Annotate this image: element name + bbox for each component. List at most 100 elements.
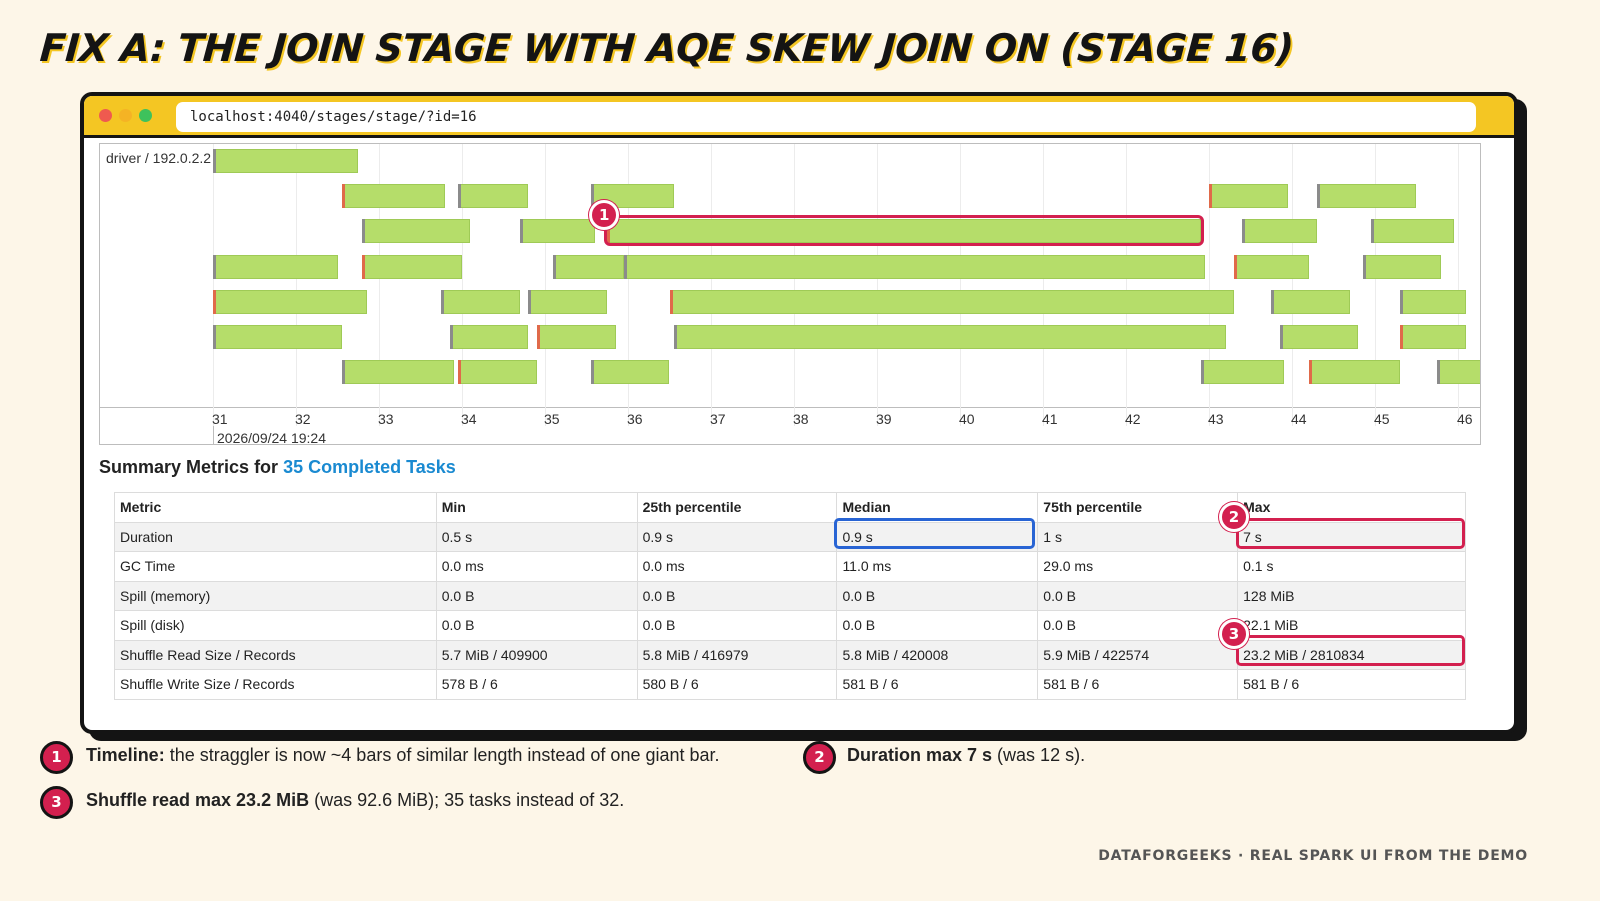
timeline-gridline	[794, 144, 795, 426]
task-bar[interactable]	[1233, 255, 1309, 279]
metric-value-cell: 581 B / 6	[1037, 669, 1239, 700]
task-bar[interactable]	[553, 255, 624, 279]
task-bar[interactable]	[449, 325, 529, 349]
task-bar[interactable]	[528, 290, 608, 314]
task-bar[interactable]	[536, 325, 616, 349]
table-row: Shuffle Write Size / Records 578 B / 6 580…	[114, 669, 1466, 700]
callout-marker-1: 1	[589, 200, 620, 230]
metric-value-cell: 578 B / 6	[435, 669, 638, 700]
task-bar[interactable]	[520, 219, 595, 243]
task-bar[interactable]	[1370, 219, 1454, 243]
task-bar[interactable]	[1399, 325, 1467, 349]
task-bar[interactable]	[1399, 290, 1467, 314]
metric-value-cell: 0.0 ms	[636, 551, 838, 582]
completed-tasks-link[interactable]: 35 Completed Tasks	[283, 457, 456, 477]
note-body: (was 92.6 MiB); 35 tasks instead of 32.	[309, 790, 625, 810]
note-text-1: Timeline: the straggler is now ~4 bars o…	[86, 744, 720, 766]
task-bar[interactable]	[590, 360, 670, 384]
metric-name-cell: Shuffle Write Size / Records	[114, 669, 437, 700]
metric-value-cell: 0.0 B	[636, 610, 838, 641]
timeline-gridline	[1458, 144, 1459, 426]
timeline-gridline	[628, 144, 629, 426]
metric-value-cell: 5.7 MiB / 409900	[435, 639, 638, 670]
task-bar[interactable]	[1308, 360, 1400, 384]
metric-value-cell: 581 B / 6	[836, 669, 1039, 700]
median-duration-highlight	[834, 518, 1035, 549]
timeline-gridline	[960, 144, 961, 426]
summary-heading: Summary Metrics for 35 Completed Tasks	[99, 457, 456, 478]
timeline-tick-label: 45	[1374, 411, 1390, 427]
timeline-tick-label: 33	[378, 411, 394, 427]
timeline-tick-label: 32	[295, 411, 311, 427]
timeline-gridline	[1375, 144, 1376, 426]
note-marker-2: 2	[803, 741, 836, 774]
task-bar[interactable]	[1437, 360, 1480, 384]
metric-value-cell: 5.8 MiB / 416979	[636, 639, 838, 670]
task-bar[interactable]	[1362, 255, 1442, 279]
timeline-gridline	[1209, 144, 1210, 426]
task-bar[interactable]	[623, 255, 1205, 279]
task-bar[interactable]	[1242, 219, 1317, 243]
maximize-window-icon[interactable]	[139, 109, 152, 122]
task-bar[interactable]	[341, 360, 454, 384]
task-bar[interactable]	[341, 184, 446, 208]
task-bar[interactable]	[362, 219, 471, 243]
timeline-gridline	[1126, 144, 1127, 426]
browser-window: localhost:4040/stages/stage/?id=16 drive…	[80, 92, 1518, 734]
column-header[interactable]: Min	[435, 492, 638, 523]
timeline-tick-label: 37	[710, 411, 726, 427]
table-row: GC Time 0.0 ms 0.0 ms 11.0 ms 29.0 ms 0.1 s	[114, 551, 1466, 582]
timeline-gridline	[1043, 144, 1044, 426]
metric-value-cell: 0.1 s	[1237, 551, 1466, 582]
timeline-tick-label: 41	[1042, 411, 1058, 427]
metric-value-cell: 0.0 B	[435, 580, 638, 611]
task-bar[interactable]	[213, 325, 342, 349]
max-shuffle-read-highlight	[1236, 635, 1465, 666]
metric-name-cell: GC Time	[114, 551, 437, 582]
task-bar[interactable]	[213, 255, 338, 279]
timeline-gridline	[213, 144, 214, 426]
table-row: Spill (disk) 0.0 B 0.0 B 0.0 B 0.0 B 22.1 MiB	[114, 610, 1466, 641]
summary-heading-text: Summary Metrics for	[99, 457, 284, 477]
column-header[interactable]: Median	[836, 492, 1039, 523]
task-bar[interactable]	[457, 184, 529, 208]
timeline-tick-label: 38	[793, 411, 809, 427]
column-header[interactable]: 25th percentile	[636, 492, 838, 523]
metric-value-cell: 0.0 B	[435, 610, 638, 641]
metric-value-cell: 1 s	[1037, 521, 1239, 552]
task-bar[interactable]	[1316, 184, 1417, 208]
metric-value-cell: 0.9 s	[636, 521, 838, 552]
task-bar[interactable]	[1200, 360, 1284, 384]
close-window-icon[interactable]	[99, 109, 112, 122]
metric-value-cell: 0.0 ms	[435, 551, 638, 582]
metric-value-cell: 11.0 ms	[836, 551, 1039, 582]
note-marker-1: 1	[40, 741, 73, 774]
page-title: FIX A: THE JOIN STAGE WITH AQE SKEW JOIN…	[38, 26, 1295, 70]
task-bar[interactable]	[213, 149, 359, 173]
task-bar[interactable]	[669, 290, 1234, 314]
minimize-window-icon[interactable]	[119, 109, 132, 122]
column-header[interactable]: Metric	[114, 492, 437, 523]
column-header[interactable]: 75th percentile	[1037, 492, 1239, 523]
straggler-highlight	[604, 215, 1204, 246]
task-bar[interactable]	[457, 360, 537, 384]
timeline-tick-label: 36	[627, 411, 643, 427]
task-bar[interactable]	[362, 255, 462, 279]
task-bar[interactable]	[1279, 325, 1359, 349]
metric-name-cell: Spill (memory)	[114, 580, 437, 611]
event-timeline: driver / 192.0.2.2 2026/09/24 19:24 31 32…	[99, 143, 1481, 445]
task-bar[interactable]	[673, 325, 1226, 349]
metric-value-cell: 0.0 B	[636, 580, 838, 611]
task-bar[interactable]	[1209, 184, 1288, 208]
metric-value-cell: 580 B / 6	[636, 669, 838, 700]
browser-toolbar: localhost:4040/stages/stage/?id=16	[84, 96, 1514, 138]
timeline-tick-label: 39	[876, 411, 892, 427]
task-bar[interactable]	[213, 290, 367, 314]
timeline-tick-label: 46	[1457, 411, 1473, 427]
address-bar[interactable]: localhost:4040/stages/stage/?id=16	[176, 102, 1476, 132]
task-bar[interactable]	[441, 290, 521, 314]
note-bold: Shuffle read max 23.2 MiB	[86, 790, 310, 810]
task-bar[interactable]	[607, 219, 1201, 243]
task-bar[interactable]	[1271, 290, 1351, 314]
note-bold: Timeline:	[86, 745, 165, 765]
